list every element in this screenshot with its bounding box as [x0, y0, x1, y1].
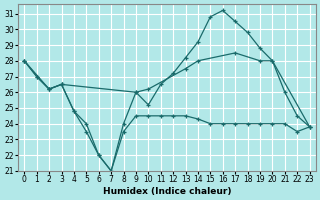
X-axis label: Humidex (Indice chaleur): Humidex (Indice chaleur)	[103, 187, 231, 196]
